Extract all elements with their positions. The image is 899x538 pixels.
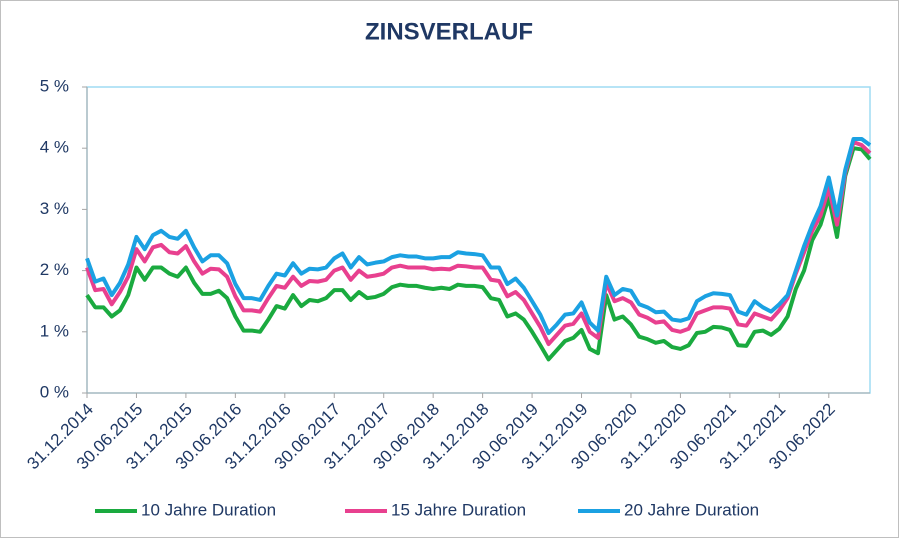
- y-tick-label: 2 %: [40, 260, 69, 279]
- y-tick-label: 4 %: [40, 138, 69, 157]
- y-tick-label: 5 %: [40, 76, 69, 95]
- series-line: [85, 146, 872, 362]
- series-line: [85, 137, 872, 336]
- series-line: [85, 140, 872, 347]
- y-tick-label: 3 %: [40, 199, 69, 218]
- legend-label: 15 Jahre Duration: [391, 500, 526, 519]
- chart-title: ZINSVERLAUF: [365, 18, 533, 45]
- legend-label: 10 Jahre Duration: [141, 500, 276, 519]
- legend-label: 20 Jahre Duration: [624, 500, 759, 519]
- y-tick-label: 0 %: [40, 382, 69, 401]
- y-tick-label: 1 %: [40, 321, 69, 340]
